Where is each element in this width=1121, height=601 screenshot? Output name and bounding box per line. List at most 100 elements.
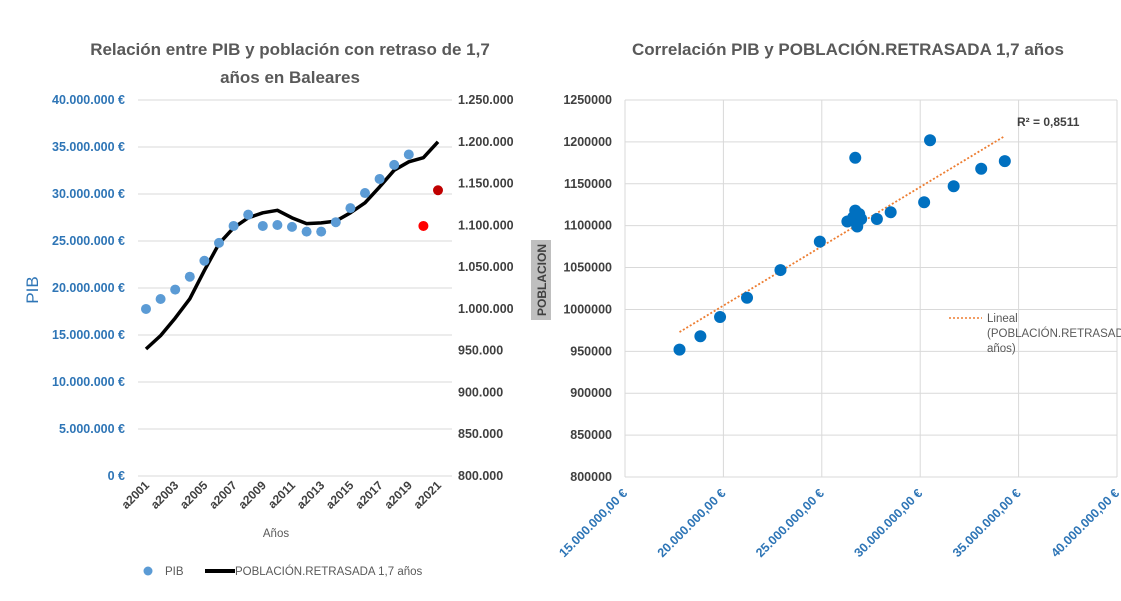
pib-point-a2021 <box>433 185 443 196</box>
right-y-axis-label-box <box>531 240 551 320</box>
left-y-tick-label: 20.000.000 € <box>52 281 125 295</box>
x-tick-label: a2001 <box>119 478 153 512</box>
legend-pib-marker <box>143 566 153 576</box>
pib-point-a2013 <box>316 226 327 237</box>
scatter-point <box>918 196 931 209</box>
scatter-y-tick-label: 1000000 <box>563 302 612 316</box>
x-tick-label: a2021 <box>411 478 445 512</box>
scatter-x-tick-label: 15.000.000,00 € <box>556 486 630 560</box>
pib-point-a2017 <box>374 173 385 184</box>
trendline <box>679 135 1006 333</box>
legend-trendline-line-1: Lineal <box>987 313 1018 325</box>
scatter-x-tick-label: 20.000.000,00 € <box>655 486 729 560</box>
pib-point-a2001 <box>141 303 151 314</box>
scatter-y-tick-label: 1050000 <box>563 261 612 275</box>
right-y-tick-label: 1.050.000 <box>458 260 514 274</box>
x-tick-label: a2013 <box>294 478 328 512</box>
pib-point-a2012 <box>301 226 312 237</box>
pib-point-a2009 <box>257 220 268 231</box>
left-y-tick-label: 0 € <box>108 469 125 483</box>
scatter-x-tick-label: 40.000.000,00 € <box>1048 486 1121 560</box>
scatter-x-tick-label: 25.000.000,00 € <box>753 486 827 560</box>
scatter-point <box>849 151 862 164</box>
legend-poblacion-label: POBLACIÓN.RETRASADA 1,7 años <box>235 565 423 578</box>
scatter-point <box>813 235 826 248</box>
scatter-point <box>673 343 686 356</box>
scatter-point <box>714 310 727 323</box>
scatter-point <box>853 207 866 220</box>
scatter-point <box>998 155 1011 168</box>
pib-point-a2010 <box>272 220 283 231</box>
scatter-x-tick-label: 35.000.000,00 € <box>950 486 1024 560</box>
scatter-point <box>975 162 988 175</box>
scatter-point <box>694 330 707 343</box>
scatter-y-tick-label: 800000 <box>570 470 612 484</box>
pib-point-a2007 <box>228 220 239 231</box>
scatter-point <box>947 180 960 193</box>
pib-point-a2019 <box>403 149 414 160</box>
scatter-x-tick-label: 30.000.000,00 € <box>852 486 926 560</box>
pib-point-a2011 <box>287 221 297 232</box>
scatter-point <box>774 264 787 277</box>
right-y-tick-label: 850.000 <box>458 427 503 441</box>
legend-trendline-line-3: años) <box>987 343 1016 355</box>
scatter-point <box>884 206 897 219</box>
x-tick-label: a2015 <box>323 478 357 512</box>
right-y-tick-label: 1.100.000 <box>458 218 514 232</box>
pib-point-a2015 <box>345 203 356 214</box>
right-chart: Correlación PIB y POBLACIÓN.RETRASADA 1,… <box>531 40 1121 560</box>
right-y-tick-label: 1.150.000 <box>458 177 514 191</box>
x-tick-label: a2005 <box>177 478 211 512</box>
pib-point-a2016 <box>360 188 370 199</box>
left-y-tick-label: 40.000.000 € <box>52 93 125 107</box>
scatter-point <box>924 134 937 147</box>
left-x-axis-label: Años <box>263 528 289 540</box>
left-y-axis-label: PIB <box>23 276 42 303</box>
pib-point-a2018 <box>389 159 400 170</box>
left-y-tick-label: 15.000.000 € <box>52 328 125 342</box>
scatter-y-tick-label: 1250000 <box>563 93 612 107</box>
left-chart-title-line-2: años en Baleares <box>220 68 360 87</box>
left-y-tick-label: 5.000.000 € <box>59 422 125 436</box>
scatter-y-tick-label: 1100000 <box>564 219 612 233</box>
x-tick-label: a2011 <box>265 478 298 511</box>
left-y-tick-label: 25.000.000 € <box>52 234 125 248</box>
scatter-point <box>870 212 883 225</box>
scatter-point <box>741 291 754 304</box>
left-chart-title-line-1: Relación entre PIB y población con retra… <box>90 40 490 59</box>
right-y-tick-label: 1.200.000 <box>458 135 514 149</box>
scatter-y-tick-label: 950000 <box>570 344 612 358</box>
left-y-tick-label: 10.000.000 € <box>52 375 125 389</box>
pib-point-a2002 <box>155 293 166 304</box>
x-tick-label: a2007 <box>206 478 240 512</box>
pib-point-a2008 <box>243 209 254 220</box>
pib-point-a2005 <box>199 255 210 266</box>
x-tick-label: a2017 <box>352 478 386 512</box>
legend-trendline-line-2: (POBLACIÓN.RETRASADA 1 <box>987 327 1121 340</box>
pib-point-a2003 <box>170 284 181 295</box>
right-y-tick-label: 1.000.000 <box>458 302 514 316</box>
pib-point-a2020 <box>418 220 429 231</box>
pib-point-a2014 <box>330 217 341 228</box>
left-y-tick-label: 30.000.000 € <box>52 187 125 201</box>
x-tick-label: a2009 <box>235 478 269 512</box>
right-chart-title: Correlación PIB y POBLACIÓN.RETRASADA 1,… <box>632 40 1064 59</box>
scatter-y-tick-label: 850000 <box>570 428 612 442</box>
right-y-tick-label: 950.000 <box>458 344 503 358</box>
scatter-point <box>841 215 854 228</box>
right-y-tick-label: 1.250.000 <box>458 93 514 107</box>
legend-pib-label: PIB <box>165 566 184 578</box>
x-tick-label: a2003 <box>148 478 182 512</box>
right-y-tick-label: 800.000 <box>458 469 503 483</box>
pib-point-a2004 <box>184 271 195 282</box>
pib-point-a2006 <box>214 237 224 248</box>
poblacion-line <box>144 140 440 351</box>
right-y-axis-label: POBLACION <box>535 244 549 316</box>
left-chart: Relación entre PIB y población con retra… <box>23 40 514 578</box>
x-tick-label: a2019 <box>381 478 415 512</box>
scatter-y-tick-label: 1150000 <box>564 177 612 191</box>
right-y-tick-label: 900.000 <box>458 385 503 399</box>
r-squared-label: R² = 0,8511 <box>1017 115 1080 129</box>
scatter-y-tick-label: 900000 <box>570 386 612 400</box>
